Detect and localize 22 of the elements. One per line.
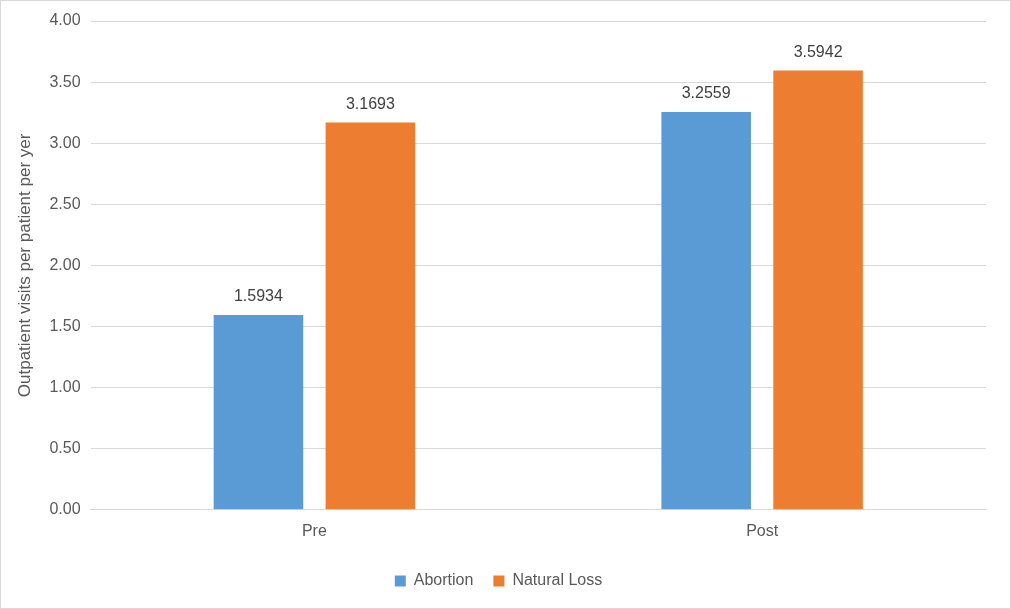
y-tick-label: 3.00 [49,133,81,151]
data-label: 3.1693 [345,94,395,112]
y-axis-title: Outpatient visits per patient per yer [14,133,34,398]
data-label: 1.5934 [233,287,284,305]
y-tick-label: 4.00 [49,11,81,29]
y-tick-label: 1.00 [49,378,81,396]
y-tick-label: 1.50 [49,316,81,334]
y-tick-label: 0.50 [49,439,81,457]
bar [213,315,304,510]
legend-label: Abortion [413,571,474,589]
data-label: 3.5942 [793,43,843,60]
x-tick-label: Pre [301,521,327,539]
y-tick-label: 2.00 [49,255,81,273]
data-label: 3.2559 [681,84,731,102]
y-tick-label: 0.00 [49,500,81,518]
legend-label: Natural Loss [512,571,603,589]
y-tick-label: 3.50 [49,72,81,90]
bar [325,122,416,510]
y-tick-label: 2.50 [49,194,81,212]
bar [773,70,863,510]
x-tick-label: Post [746,521,779,539]
bar [661,111,751,510]
